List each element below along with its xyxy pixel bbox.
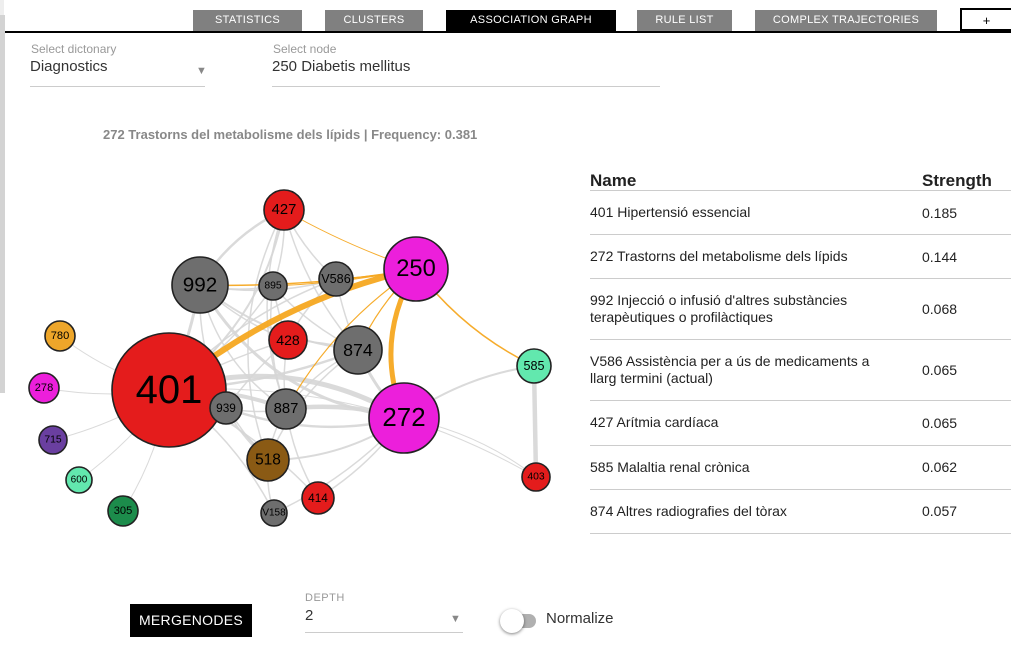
svg-text:939: 939 [216,401,236,415]
svg-text:414: 414 [308,491,328,505]
svg-text:401: 401 [136,368,203,412]
svg-text:518: 518 [255,452,281,469]
svg-text:780: 780 [51,330,70,342]
svg-text:895: 895 [264,281,282,292]
svg-text:V158: V158 [262,508,286,519]
svg-text:992: 992 [183,274,218,297]
svg-text:272: 272 [382,404,425,432]
svg-text:874: 874 [343,340,373,360]
svg-text:403: 403 [527,472,545,483]
svg-text:278: 278 [35,382,54,394]
svg-text:427: 427 [272,202,297,218]
svg-text:715: 715 [44,435,62,446]
svg-text:585: 585 [523,359,544,373]
svg-text:V586: V586 [321,272,350,286]
svg-text:250: 250 [396,256,436,282]
svg-text:887: 887 [274,401,299,417]
svg-text:600: 600 [71,475,88,486]
svg-text:305: 305 [114,505,133,517]
svg-text:428: 428 [276,332,300,348]
